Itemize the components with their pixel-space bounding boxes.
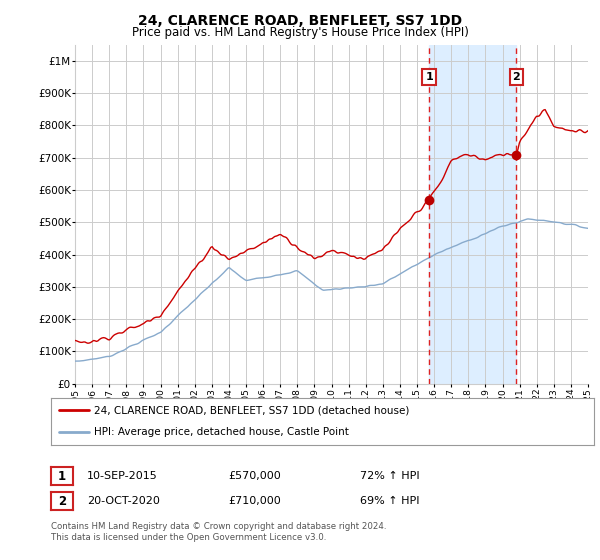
Text: Contains HM Land Registry data © Crown copyright and database right 2024.
This d: Contains HM Land Registry data © Crown c… <box>51 522 386 542</box>
Text: 72% ↑ HPI: 72% ↑ HPI <box>360 471 419 481</box>
Text: 20-OCT-2020: 20-OCT-2020 <box>87 496 160 506</box>
Text: 24, CLARENCE ROAD, BENFLEET, SS7 1DD: 24, CLARENCE ROAD, BENFLEET, SS7 1DD <box>138 14 462 28</box>
Bar <box>429 45 516 384</box>
Text: Price paid vs. HM Land Registry's House Price Index (HPI): Price paid vs. HM Land Registry's House … <box>131 26 469 39</box>
Text: HPI: Average price, detached house, Castle Point: HPI: Average price, detached house, Cast… <box>94 427 349 437</box>
Text: £710,000: £710,000 <box>228 496 281 506</box>
Text: 24, CLARENCE ROAD, BENFLEET, SS7 1DD (detached house): 24, CLARENCE ROAD, BENFLEET, SS7 1DD (de… <box>94 405 410 416</box>
Text: 10-SEP-2015: 10-SEP-2015 <box>87 471 158 481</box>
Text: 1: 1 <box>425 72 433 82</box>
Text: 2: 2 <box>58 494 66 508</box>
Text: 2: 2 <box>512 72 520 82</box>
Text: 69% ↑ HPI: 69% ↑ HPI <box>360 496 419 506</box>
Text: 1: 1 <box>58 469 66 483</box>
Text: £570,000: £570,000 <box>228 471 281 481</box>
